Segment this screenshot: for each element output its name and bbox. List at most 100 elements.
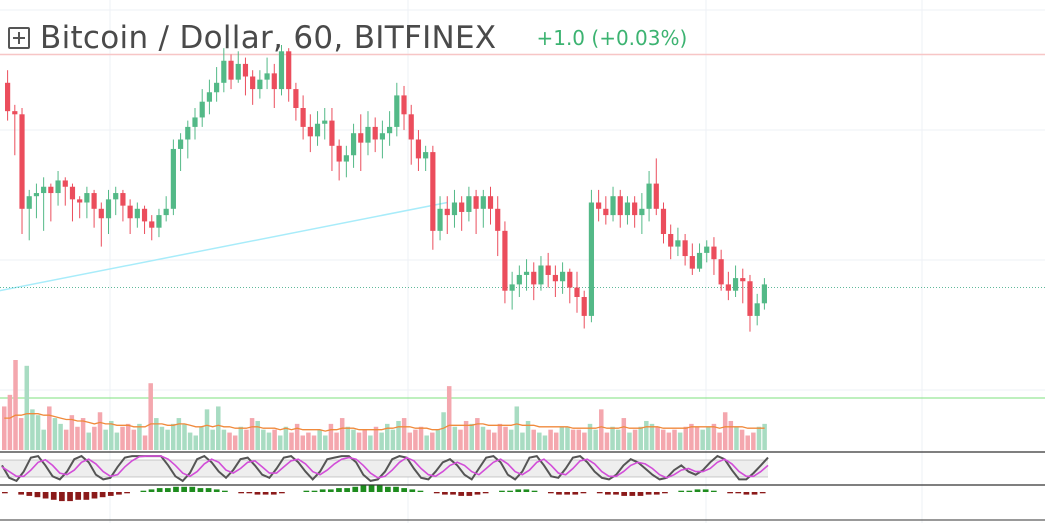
volume-bar [266, 432, 272, 450]
volume-bar [677, 432, 683, 450]
volume-bar [368, 435, 373, 450]
macd-histogram-bar [393, 486, 399, 492]
candle-body [740, 278, 746, 282]
macd-histogram-bar [482, 492, 489, 494]
macd-histogram-bar [686, 490, 693, 492]
macd-histogram-bar [319, 489, 326, 492]
macd-histogram-bar [2, 492, 8, 494]
volume-bar [306, 432, 311, 450]
volume-bar [351, 429, 356, 450]
candle-body [415, 139, 422, 159]
volume-bar [520, 432, 525, 450]
symbol-title: Bitcoin / Dollar, 60, BITFINEX [40, 20, 497, 56]
macd-histogram-bar [417, 490, 424, 492]
volume-bar [63, 429, 69, 450]
candle-body [343, 155, 349, 162]
volume-bar [475, 418, 480, 450]
volume-bar [2, 406, 7, 450]
candle-body [567, 271, 573, 288]
volume-bar [396, 420, 401, 450]
volume-bar [170, 423, 176, 450]
trendline[interactable] [0, 201, 448, 292]
volume-bar [424, 435, 429, 450]
volume-bar [469, 423, 474, 450]
volume-bar [497, 423, 503, 450]
volume-bar [615, 429, 621, 450]
candle-body [19, 114, 25, 209]
candle-body [62, 180, 68, 187]
candle-body [206, 92, 213, 102]
candle-body [250, 76, 256, 90]
macd-histogram-bar [148, 489, 155, 492]
volume-bar [120, 426, 125, 450]
volume-bar [627, 432, 632, 450]
candle-body [163, 208, 169, 216]
volume-bar [694, 426, 700, 450]
volume-bar [632, 429, 638, 450]
volume-bar [35, 415, 41, 450]
candle-body [329, 120, 335, 146]
volume-bar [277, 435, 283, 450]
macd-histogram-bar [197, 488, 204, 492]
volume-bar [401, 418, 407, 450]
candle-body [55, 180, 61, 194]
candle-body [286, 51, 292, 90]
macd-histogram-bar [376, 485, 383, 492]
candle-body [660, 208, 667, 234]
macd-histogram-bar [531, 490, 538, 492]
volume-bar [261, 429, 266, 450]
macd-histogram-bar [344, 488, 350, 492]
macd-histogram-bar [336, 488, 342, 492]
macd-histogram-bar [605, 492, 611, 495]
macd-histogram-bar [262, 492, 269, 495]
candle-body [84, 193, 90, 203]
candle-body [358, 133, 364, 143]
volume-bar [582, 432, 587, 450]
volume-bar [576, 429, 582, 450]
candle-body [480, 196, 486, 209]
candle-body [617, 196, 623, 216]
candle-body [444, 208, 450, 216]
volume-bar [114, 432, 120, 450]
candle-body [473, 196, 479, 209]
volume-bar [18, 418, 24, 450]
volume-bar [176, 418, 182, 450]
candle-body [394, 95, 400, 127]
macd-histogram-bar [279, 492, 285, 494]
volume-bar [734, 426, 739, 450]
volume-bar [103, 429, 108, 450]
candle-body [696, 252, 703, 269]
volume-ma-line [4, 413, 765, 432]
volume-bar [430, 432, 435, 450]
volume-bar [480, 426, 486, 450]
volume-bar [272, 429, 277, 450]
candle-body [459, 202, 465, 212]
volume-bar [92, 426, 97, 450]
candle-body [668, 234, 674, 247]
macd-histogram-bar [352, 486, 359, 492]
volume-bar [531, 429, 536, 450]
volume-bar [739, 429, 745, 450]
macd-histogram-bar [311, 490, 318, 492]
volume-bar [80, 418, 86, 450]
volume-bar [435, 429, 441, 450]
volume-bar [683, 426, 689, 450]
expand-legend-icon[interactable] [8, 27, 30, 49]
candle-body [675, 240, 681, 247]
macd-histogram-bar [474, 492, 481, 495]
volume-bar [75, 426, 80, 450]
volume-bar [244, 429, 249, 450]
candle-body [177, 139, 184, 149]
volume-bar [570, 429, 576, 450]
candle-body [451, 202, 458, 216]
volume-bar [756, 426, 762, 450]
candle-body [264, 73, 270, 80]
candle-body [437, 208, 443, 231]
candle-body [574, 287, 580, 297]
volume-bar [486, 429, 491, 450]
volume-bar [463, 420, 469, 450]
candle-body [401, 95, 407, 115]
volume-bar [356, 432, 362, 450]
